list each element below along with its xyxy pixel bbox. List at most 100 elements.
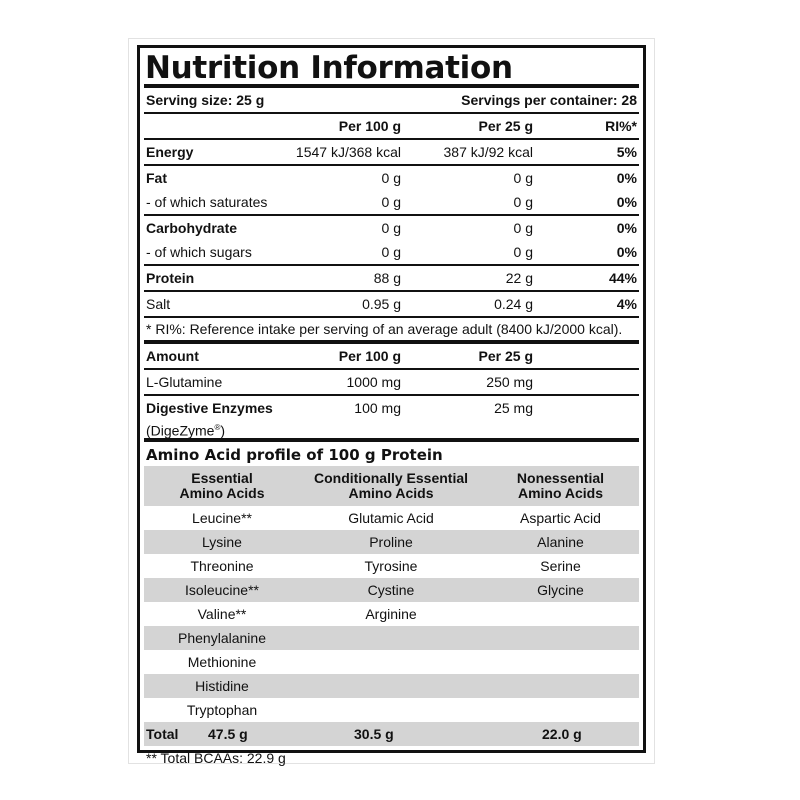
ri-value: 4% <box>616 296 637 312</box>
ri-value: 0% <box>616 244 637 260</box>
serving-size: Serving size: 25 g <box>146 92 265 108</box>
essential-cell: Isoleucine** <box>144 578 300 602</box>
total-nonessential: 22.0 g <box>542 726 582 742</box>
nutrient-name: Energy <box>146 144 194 160</box>
nutrition-row-saturates: - of which saturates 0 g 0 g 0% <box>144 190 639 214</box>
amino-section-title: Amino Acid profile of 100 g Protein <box>144 438 639 466</box>
amino-row: Lysine Proline Alanine <box>144 530 639 554</box>
bcaa-note: ** Total BCAAs: 22.9 g <box>146 750 286 766</box>
nutrition-row-carbohydrate: Carbohydrate 0 g 0 g 0% <box>144 214 639 240</box>
header-essential: Essential Amino Acids <box>144 466 300 506</box>
per100-value: 100 mg <box>354 400 401 416</box>
amount-header-row: Amount Per 100 g Per 25 g <box>144 340 639 368</box>
col-per25-header: Per 25 g <box>478 118 533 134</box>
total-conditional: 30.5 g <box>354 726 394 742</box>
header-conditional: Conditionally Essential Amino Acids <box>300 466 482 506</box>
total-essential: 47.5 g <box>208 726 248 742</box>
essential-cell: Histidine <box>144 674 300 698</box>
header-line1: Conditionally Essential <box>313 470 469 486</box>
total-nonessential-cell: 22.0 g <box>482 722 639 746</box>
amount-header: Amount <box>146 348 199 364</box>
amino-row: Leucine** Glutamic Acid Aspartic Acid <box>144 506 639 530</box>
nutrition-row-fat: Fat 0 g 0 g 0% <box>144 164 639 190</box>
ri-value: 5% <box>616 144 637 160</box>
per25-value: 250 mg <box>486 374 533 390</box>
essential-cell: Tryptophan <box>186 702 258 718</box>
amino-acid-table: Essential Amino Acids Conditionally Essen… <box>144 466 639 746</box>
header-line1: Nonessential <box>516 470 605 486</box>
essential-cell: Methionine <box>187 654 257 670</box>
essential-cell: Valine** <box>197 606 247 622</box>
serving-row: Serving size: 25 g Servings per containe… <box>144 84 639 112</box>
nutrition-row-protein: Protein 88 g 22 g 44% <box>144 264 639 290</box>
per100-value: 0.95 g <box>362 296 401 312</box>
header-line2: Amino Acids <box>179 485 265 501</box>
per100-value: 1000 mg <box>346 374 401 390</box>
label-title: Nutrition Information <box>145 50 513 86</box>
amino-total-row: Total 47.5 g 30.5 g 22.0 g <box>144 722 639 746</box>
nutrient-name: Fat <box>146 170 167 186</box>
nutrient-name: - of which saturates <box>146 194 268 210</box>
ri-footnote: * RI%: Reference intake per serving of a… <box>144 316 639 340</box>
nonessential-cell <box>482 602 639 626</box>
header-line2: Amino Acids <box>517 485 604 501</box>
total-label: Total <box>146 726 179 742</box>
subname-text: (DigeZyme <box>146 422 215 439</box>
conditional-cell <box>300 674 482 698</box>
nonessential-cell <box>482 698 639 722</box>
ri-value: 44% <box>608 270 637 286</box>
ri-value: 0% <box>616 220 637 236</box>
conditional-cell: Arginine <box>365 606 417 622</box>
amino-row: Phenylalanine <box>144 626 639 650</box>
conditional-cell: Cystine <box>300 578 482 602</box>
amino-row: Isoleucine** Cystine Glycine <box>144 578 639 602</box>
registered-mark: ® <box>214 423 221 432</box>
ingredient-name: Digestive Enzymes (DigeZyme®) <box>146 396 273 439</box>
nutrient-name: Salt <box>146 296 171 312</box>
nutrient-name: Protein <box>146 270 195 286</box>
nutrition-row-sugars: - of which sugars 0 g 0 g 0% <box>144 240 639 264</box>
per25-value: 0 g <box>513 194 533 210</box>
nonessential-cell: Aspartic Acid <box>520 510 601 526</box>
header-line2: Amino Acids <box>348 485 434 501</box>
header-nonessential: Nonessential Amino Acids <box>482 466 639 506</box>
per25-value: 0 g <box>513 244 533 260</box>
amino-header-row: Essential Amino Acids Conditionally Essen… <box>144 466 639 506</box>
nutrient-name: Carbohydrate <box>146 220 238 236</box>
header-line1: Essential <box>191 470 253 486</box>
amount-per100-header: Per 100 g <box>338 348 401 364</box>
per25-value: 22 g <box>505 270 533 286</box>
amino-row: Tryptophan <box>144 698 639 722</box>
amino-row: Valine** Arginine <box>144 602 639 626</box>
conditional-cell: Glutamic Acid <box>348 510 434 526</box>
nonessential-cell <box>482 674 639 698</box>
per100-value: 1547 kJ/368 kcal <box>295 144 401 160</box>
nutrient-name: - of which sugars <box>146 244 252 260</box>
conditional-cell: Tyrosine <box>364 558 418 574</box>
essential-cell: Leucine** <box>192 510 252 526</box>
amino-row: Histidine <box>144 674 639 698</box>
ri-value: 0% <box>616 170 637 186</box>
per25-value: 387 kJ/92 kcal <box>443 144 534 160</box>
per25-value: 0 g <box>513 220 533 236</box>
outer-frame <box>128 38 655 764</box>
essential-cell: Threonine <box>190 558 254 574</box>
amount-row-digestive-enzymes: Digestive Enzymes (DigeZyme®) 100 mg 25 … <box>144 394 639 438</box>
per100-value: 0 g <box>381 194 401 210</box>
nonessential-cell: Serine <box>540 558 581 574</box>
ri-value: 0% <box>616 194 637 210</box>
nonessential-cell <box>482 626 639 650</box>
per100-value: 0 g <box>381 244 401 260</box>
nonessential-cell: Glycine <box>482 578 639 602</box>
nonessential-cell <box>482 650 639 674</box>
conditional-cell: Proline <box>300 530 482 554</box>
nutrition-row-salt: Salt 0.95 g 0.24 g 4% <box>144 290 639 316</box>
per25-value: 0 g <box>513 170 533 186</box>
amino-row: Methionine <box>144 650 639 674</box>
per25-value: 0.24 g <box>494 296 533 312</box>
total-conditional-cell: 30.5 g <box>300 722 482 746</box>
nutrition-label: Nutrition Information Serving size: 25 g… <box>137 45 646 766</box>
per25-value: 25 mg <box>494 400 533 416</box>
essential-cell: Phenylalanine <box>144 626 300 650</box>
conditional-cell <box>300 698 482 722</box>
